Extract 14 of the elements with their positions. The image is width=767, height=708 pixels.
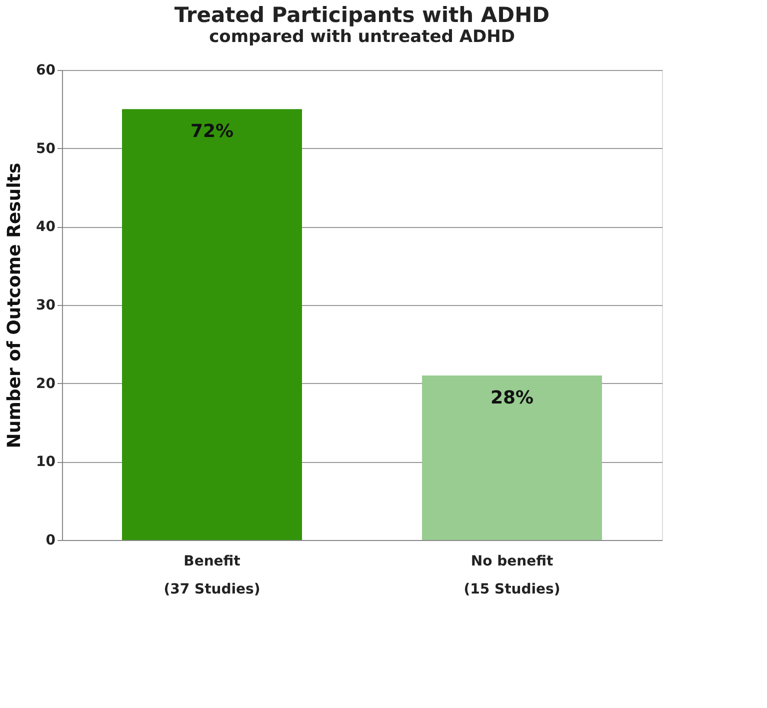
x-tick-label: Benefit (37 Studies) <box>164 554 260 598</box>
y-tick-label: 60 <box>36 62 56 78</box>
y-tick-label: 10 <box>36 454 56 470</box>
x-tick-label: No benefit (15 Studies) <box>464 554 560 598</box>
y-tick-label: 0 <box>46 532 56 548</box>
chart-subtitle: compared with untreated ADHD <box>209 27 515 47</box>
chart-title: Treated Participants with ADHD <box>174 3 550 27</box>
y-tick-label: 30 <box>36 298 56 314</box>
y-tick-label: 50 <box>36 140 56 157</box>
annotation: 72% <box>190 121 234 142</box>
y-tick-label: 40 <box>36 219 56 236</box>
y-axis-title: Number of Outcome Results <box>4 162 26 448</box>
annotation: 28% <box>490 388 534 408</box>
y-tick-label: 20 <box>36 376 56 392</box>
